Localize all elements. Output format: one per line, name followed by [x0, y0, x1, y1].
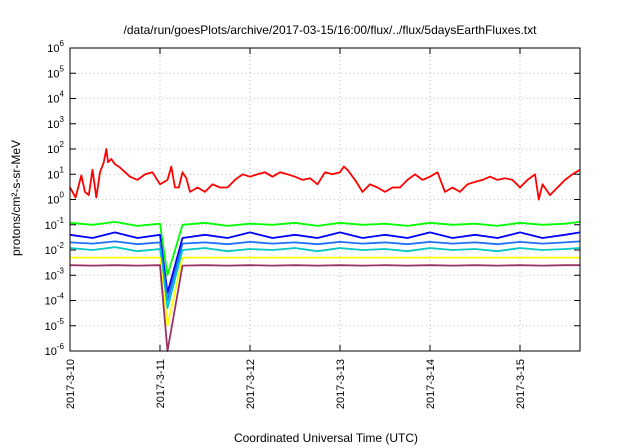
y-tick-label: 10-1 [45, 216, 65, 232]
y-tick-label: 100 [47, 191, 64, 207]
x-tick-label: 2017-3-15 [515, 359, 527, 409]
y-tick-label: 104 [47, 90, 64, 106]
series-layer [69, 148, 581, 352]
series-line-2 [69, 231, 581, 294]
x-tick-label: 2017-3-13 [335, 359, 347, 409]
series-line-6 [69, 264, 580, 352]
series-line-0 [69, 148, 581, 201]
y-axis-label: protons/cm²-s-sr-MeV [9, 140, 23, 256]
y-tick-label: 102 [47, 140, 64, 156]
y-tick-label: 10-2 [45, 241, 65, 257]
x-tick-label: 2017-3-14 [425, 359, 437, 409]
y-axis-ticks: 10-6 10-5 10-4 10-3 10-2 10-1 100 101 102 103 104 1… [45, 39, 580, 358]
x-tick-label: 2017-3-11 [155, 359, 167, 408]
y-tick-label: 106 [47, 39, 64, 55]
y-tick-label: 105 [47, 64, 64, 80]
y-tick-label: 10-6 [45, 342, 65, 358]
series-line-5 [70, 256, 580, 327]
y-tick-label: 103 [47, 115, 64, 131]
chart-title: /data/run/goesPlots/archive/2017-03-15/1… [124, 23, 538, 37]
series-line-1 [69, 220, 581, 277]
series-line-4 [69, 246, 581, 310]
y-tick-label: 10-5 [45, 317, 65, 333]
x-axis-ticks: 2017-3-10 2017-3-11 2017-3-12 2017-3-13 2017… [65, 48, 527, 409]
x-axis-label: Coordinated Universal Time (UTC) [234, 431, 418, 445]
y-tick-label: 10-4 [45, 292, 65, 308]
x-tick-label: 2017-3-10 [65, 359, 77, 409]
series-line-3 [69, 240, 581, 302]
y-tick-label: 10-3 [45, 266, 65, 282]
x-tick-label: 2017-3-12 [245, 359, 257, 409]
y-tick-label: 101 [47, 165, 64, 181]
